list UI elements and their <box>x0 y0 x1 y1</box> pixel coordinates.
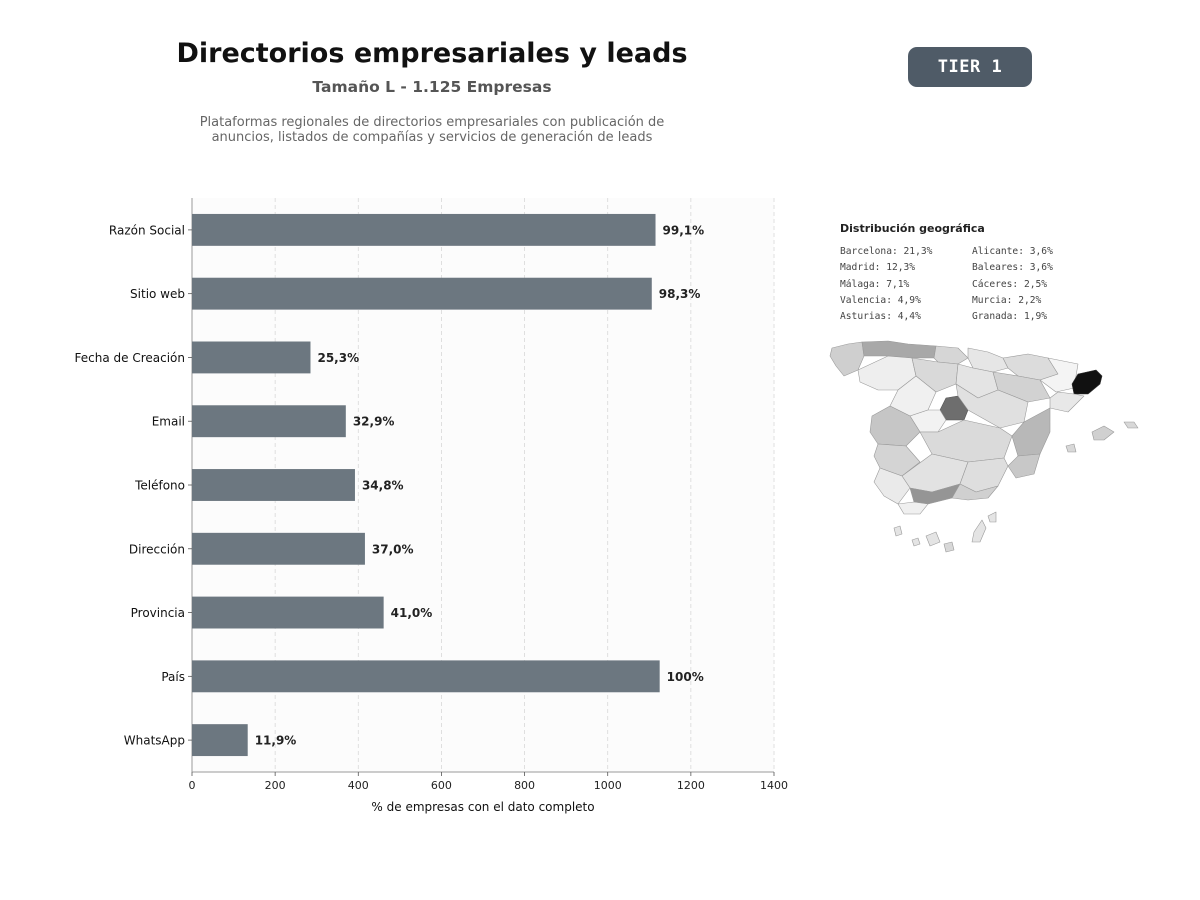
chart-title: Directorios empresariales y leads <box>176 38 688 69</box>
geo-item: Granada: 1,9% <box>972 311 1048 323</box>
x-tick-label: 600 <box>431 779 452 792</box>
chart-subtitle: Tamaño L - 1.125 Empresas <box>312 78 552 96</box>
bar <box>192 213 656 246</box>
x-tick-label: 400 <box>348 779 369 792</box>
bar-chart: 0 200 400 600 800 1000 1200 1400 Razón Social 99,… <box>75 198 788 814</box>
category-label: Sitio web <box>130 287 185 301</box>
description-line-1: Plataformas regionales de directorios em… <box>199 115 665 130</box>
category-label: Provincia <box>131 606 185 620</box>
bar <box>192 341 311 374</box>
bar <box>192 469 355 501</box>
category-label: Email <box>152 415 185 429</box>
spain-map <box>829 340 1139 553</box>
geo-item: Murcia: 2,2% <box>972 294 1042 306</box>
map-region <box>951 483 999 501</box>
map-region <box>943 541 955 553</box>
map-region <box>933 345 969 365</box>
data-label: 37,0% <box>372 542 414 556</box>
x-tick-label: 800 <box>514 779 535 792</box>
geo-item: Cáceres: 2,5% <box>972 278 1048 290</box>
map-region <box>861 340 937 359</box>
map-region <box>967 347 1009 373</box>
geo-item: Alicante: 3,6% <box>972 246 1053 257</box>
bar <box>192 532 365 565</box>
map-region <box>893 525 903 537</box>
map-region <box>1049 391 1085 413</box>
geo-item: Valencia: 4,9% <box>840 294 921 306</box>
map-region <box>1007 453 1041 479</box>
bar <box>192 596 384 629</box>
geo-item: Barcelona: 21,3% <box>840 246 933 257</box>
data-label: 11,9% <box>255 734 297 748</box>
map-region <box>1039 357 1079 393</box>
bar <box>192 660 660 693</box>
category-label: Fecha de Creación <box>75 351 185 365</box>
map-region <box>897 501 929 515</box>
map-region-barcelona <box>1071 369 1103 395</box>
geo-item: Baleares: 3,6% <box>972 262 1053 274</box>
bar <box>192 724 248 757</box>
data-label: 34,8% <box>362 479 404 493</box>
x-axis-label: % de empresas con el dato completo <box>371 800 594 814</box>
data-label: 98,3% <box>659 287 701 301</box>
map-region <box>1123 421 1139 429</box>
category-label: WhatsApp <box>124 734 185 748</box>
geo-item: Madrid: 12,3% <box>840 262 916 274</box>
map-region <box>869 405 921 447</box>
data-label: 32,9% <box>353 415 395 429</box>
chart-description: Plataformas regionales de directorios em… <box>150 115 714 145</box>
tier-badge: TIER 1 <box>908 47 1032 87</box>
description-line-2: anuncios, listados de compañías y servic… <box>211 130 653 145</box>
data-label: 99,1% <box>663 223 705 237</box>
map-region-baleares <box>1091 425 1115 441</box>
geo-item: Asturias: 4,4% <box>840 311 921 323</box>
x-tick-label: 1200 <box>677 779 705 792</box>
geo-column-2: Alicante: 3,6% Baleares: 3,6% Cáceres: 2… <box>972 244 1104 325</box>
category-label: Teléfono <box>134 479 185 493</box>
x-tick-label: 0 <box>189 779 196 792</box>
data-label: 41,0% <box>391 606 433 620</box>
category-label: Dirección <box>129 542 185 556</box>
geo-item: Málaga: 7,1% <box>840 278 910 290</box>
category-label: Razón Social <box>109 223 185 237</box>
geo-column-1: Barcelona: 21,3% Madrid: 12,3% Málaga: 7… <box>840 244 972 325</box>
bar <box>192 405 346 438</box>
map-region <box>1065 443 1077 453</box>
bar <box>192 277 652 310</box>
data-label: 100% <box>667 670 704 684</box>
map-region <box>911 537 921 547</box>
geo-title: Distribución geográfica <box>840 222 985 235</box>
x-tick-label: 200 <box>265 779 286 792</box>
map-region <box>971 519 987 543</box>
data-label: 25,3% <box>317 351 359 365</box>
x-tick-label: 1400 <box>760 779 788 792</box>
x-tick-label: 1000 <box>594 779 622 792</box>
geo-distribution-panel: Distribución geográfica Barcelona: 21,3%… <box>840 222 1140 325</box>
map-region <box>987 511 997 523</box>
category-label: País <box>161 670 185 684</box>
map-region <box>925 531 941 547</box>
